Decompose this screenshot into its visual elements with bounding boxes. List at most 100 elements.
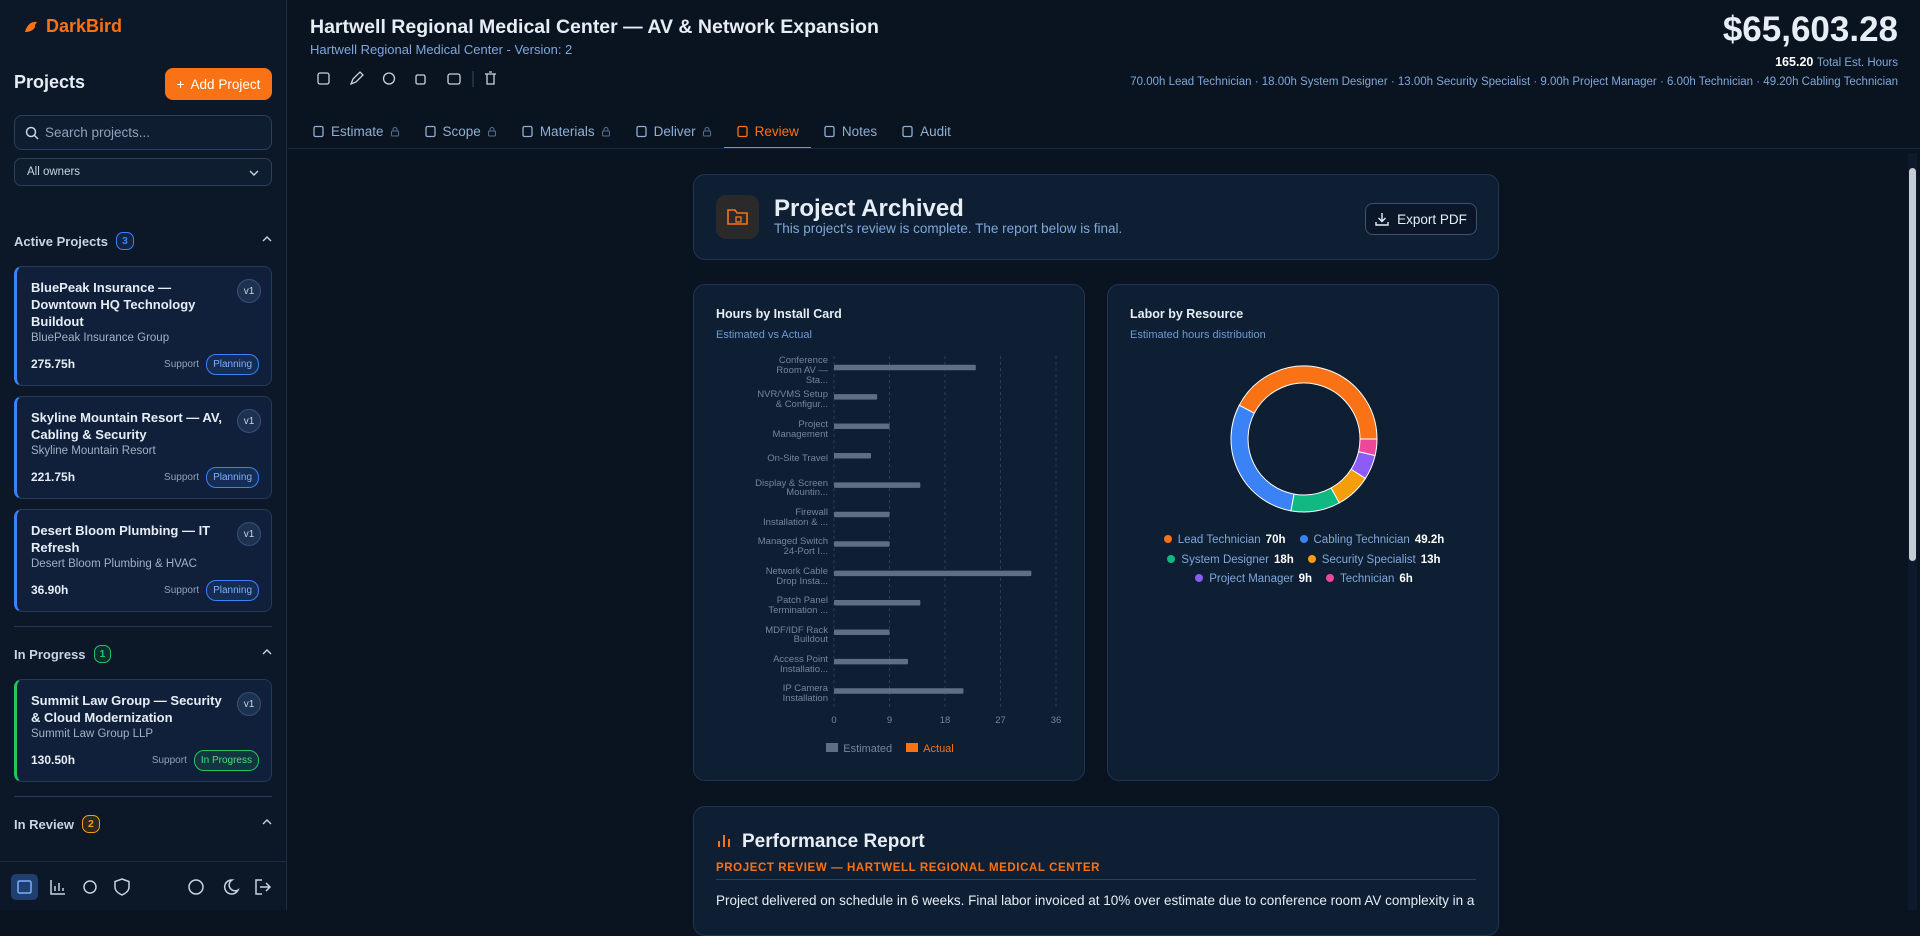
labor-chart-card: Labor by Resource Estimated hours distri… xyxy=(1107,284,1499,781)
project-client: Desert Bloom Plumbing & HVAC xyxy=(31,558,197,570)
tab[interactable]: Scope xyxy=(412,114,509,148)
search-input[interactable]: Search projects... xyxy=(14,115,272,150)
add-project-button[interactable]: + Add Project xyxy=(165,68,272,100)
group-count: 2 xyxy=(81,815,100,833)
bar xyxy=(834,541,890,547)
chart-title: Hours by Install Card xyxy=(716,307,842,321)
hours-chart: 0 9 18 27 36 xyxy=(831,356,1061,726)
lock-body xyxy=(487,130,496,136)
legend-item: Actual xyxy=(906,743,954,755)
bar xyxy=(834,394,878,400)
help-icon[interactable] xyxy=(188,879,204,895)
project-card[interactable]: Desert Bloom Plumbing — IT Refresh Desert… xyxy=(14,509,272,612)
hours-label: Total Est. Hours xyxy=(1816,57,1898,69)
group-name: In Progress xyxy=(14,646,86,662)
project-card[interactable]: BluePeak Insurance — Downtown HQ Technol… xyxy=(14,266,272,386)
tab-icon xyxy=(424,125,436,137)
legend-item: System Designer 18h xyxy=(1167,554,1294,566)
tab[interactable]: Materials xyxy=(509,114,623,148)
group-header[interactable]: In Progress 1 xyxy=(14,639,272,669)
legend-swatch xyxy=(826,743,839,752)
y-tick-label: Patch Panel Termination ... xyxy=(768,595,828,617)
group-header[interactable]: In Review 2 xyxy=(14,809,272,839)
status-badge: Planning xyxy=(206,466,259,488)
project-hours: 130.50h xyxy=(31,753,76,767)
tab-icon xyxy=(902,125,913,137)
status-badge: Planning xyxy=(206,579,259,601)
performance-report: Performance Report PROJECT REVIEW — HART… xyxy=(693,806,1499,936)
chart-icon[interactable] xyxy=(50,880,65,895)
bar xyxy=(834,570,1032,577)
y-tick-label: Display & Screen Mountin... xyxy=(755,477,828,499)
edit-icon[interactable] xyxy=(349,71,364,86)
lock-icon xyxy=(702,126,711,136)
project-card[interactable]: Skyline Mountain Resort — AV, Cabling & … xyxy=(14,396,272,499)
bar xyxy=(834,423,890,430)
tab[interactable]: Audit xyxy=(889,114,963,148)
delete-icon[interactable] xyxy=(485,71,496,85)
tab-icon xyxy=(736,125,748,137)
project-hours: 36.90h xyxy=(31,583,69,597)
tab-icon-shape xyxy=(635,125,647,137)
project-client: Skyline Mountain Resort xyxy=(31,445,156,457)
total-hours: 165.20 Total Est. Hours xyxy=(1775,55,1898,69)
bar xyxy=(834,364,976,371)
project-meta: 221.75h Support Planning xyxy=(31,466,259,488)
shield-icon[interactable] xyxy=(114,878,130,896)
group-header[interactable]: Active Projects 3 xyxy=(14,226,272,256)
plus: + xyxy=(176,76,185,92)
legend: Estimated Actual xyxy=(694,743,1086,755)
scrollbar-thumb[interactable] xyxy=(1909,168,1916,561)
legend-value: 13h xyxy=(1420,553,1441,566)
report-divider xyxy=(716,879,1476,880)
export-pdf-button[interactable]: Export PDF xyxy=(1365,203,1477,235)
tab[interactable]: Deliver xyxy=(623,114,724,148)
project-title: Summit Law Group — Security & Cloud Mode… xyxy=(31,693,222,725)
y-tick-label: NVR/VMS Setup & Configur... xyxy=(757,389,828,411)
tab[interactable]: Estimate xyxy=(300,114,412,148)
legend-dot xyxy=(1299,535,1308,543)
tab-icon-shape xyxy=(522,125,533,137)
brand[interactable]: DarkBird xyxy=(22,16,122,37)
save-icon[interactable] xyxy=(317,72,330,85)
tab[interactable]: Notes xyxy=(811,114,889,148)
y-tick-label: IP Camera Installation xyxy=(782,683,828,705)
legend-dot xyxy=(1167,554,1176,563)
legend-item: Technician 6h xyxy=(1326,573,1413,585)
tab-icon-shape xyxy=(424,125,436,137)
legend-value: 6h xyxy=(1399,573,1413,585)
search-icon xyxy=(25,126,39,140)
bar xyxy=(834,658,908,665)
legend-value: 70h xyxy=(1265,534,1286,546)
tab-icon-shape xyxy=(736,125,748,137)
y-tick-label: Access Point Installatio... xyxy=(773,654,828,675)
history-icon[interactable] xyxy=(382,72,396,85)
copy-icon[interactable] xyxy=(415,74,426,85)
search-placeholder: Search projects... xyxy=(45,125,151,140)
legend-item: Lead Technician 70h xyxy=(1163,534,1286,546)
version-badge: v1 xyxy=(237,522,261,546)
hours-chart-card: Hours by Install Card Estimated vs Actua… xyxy=(693,284,1085,781)
tab[interactable]: Review xyxy=(723,114,812,149)
tab-icon xyxy=(522,125,533,137)
settings-icon[interactable] xyxy=(83,880,97,894)
y-tick-label: MDF/IDF Rack Buildout xyxy=(765,624,828,646)
owner-filter[interactable]: All owners xyxy=(14,158,272,186)
x-tick-label: 0 xyxy=(831,715,836,726)
group-name: Active Projects xyxy=(14,233,108,249)
add-project-label: Add Project xyxy=(190,76,261,92)
active-view-icon[interactable] xyxy=(11,874,38,900)
total-price: $65,603.28 xyxy=(1722,10,1898,49)
archive-icon[interactable] xyxy=(447,73,461,85)
toolbar-icons xyxy=(11,874,272,900)
legend-label: Estimated xyxy=(843,743,893,755)
theme-icon[interactable] xyxy=(223,879,240,895)
project-card[interactable]: Summit Law Group — Security & Cloud Mode… xyxy=(14,679,272,782)
x-tick-label: 9 xyxy=(887,715,892,726)
lock-body xyxy=(390,130,399,136)
legend-label: Actual xyxy=(923,743,954,755)
legend-value: 9h xyxy=(1298,573,1313,585)
project-title: Desert Bloom Plumbing — IT Refresh xyxy=(31,523,211,555)
logout-icon[interactable] xyxy=(255,879,272,895)
